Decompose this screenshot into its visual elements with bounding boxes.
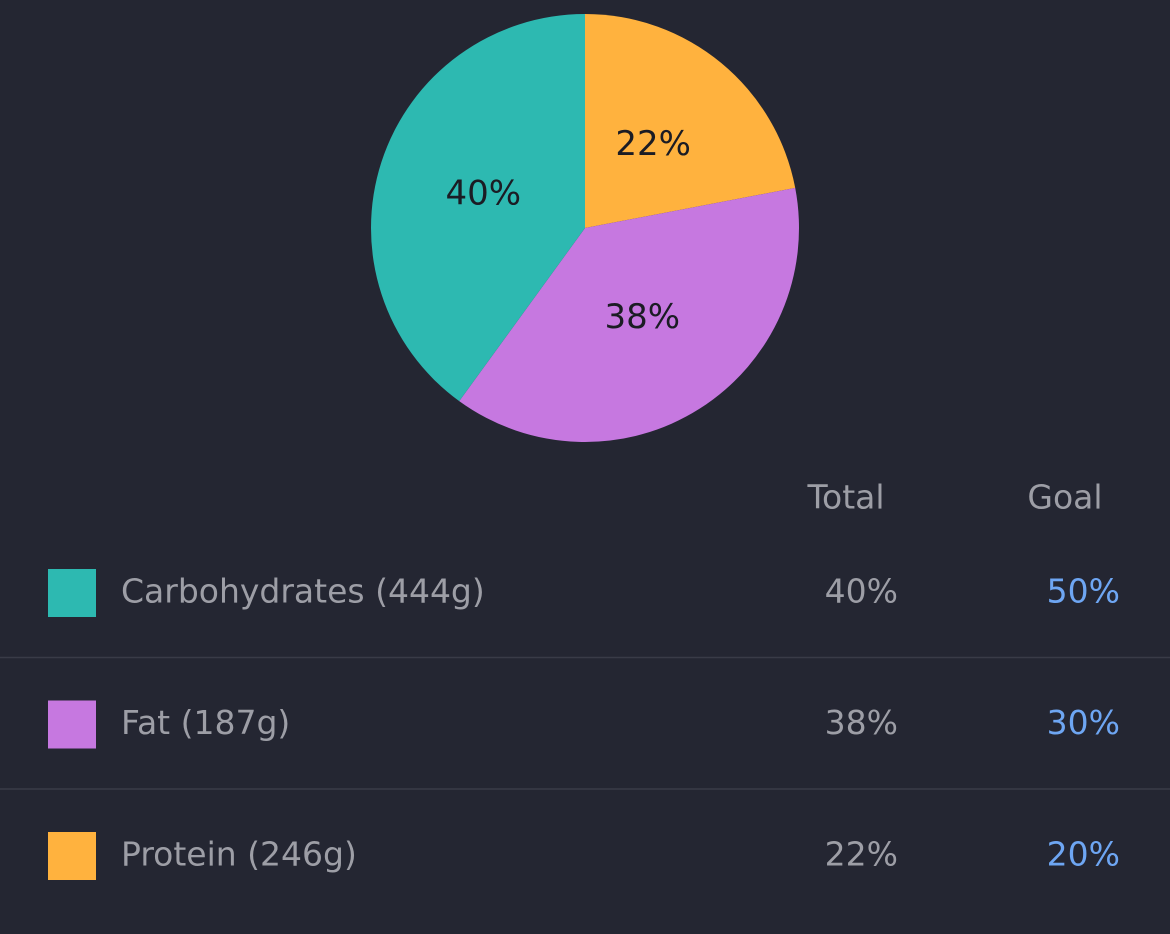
pie-slice [459,187,799,442]
row-label: Protein (246g) [121,835,357,874]
slice-label: 38% [605,297,681,337]
goal-value: 30% [1047,703,1120,742]
row-label: Fat (187g) [121,703,290,742]
row-label: Carbohydrates (444g) [121,572,485,611]
legend-swatch [48,700,96,749]
pie-slice [371,14,585,402]
column-header: Total [806,478,884,517]
macro-table: Total Goal Carbohydrates (444g) 40% 50% Fat (… [0,478,1170,880]
total-value: 38% [825,703,898,742]
slice-label: 40% [445,173,521,213]
goal-value: 50% [1047,572,1120,611]
goal-value: 20% [1047,835,1120,874]
legend-swatch [48,569,96,617]
pie-slice [585,14,796,228]
pie-chart: 22% 38% 40% [371,14,799,442]
column-header: Goal [1027,478,1102,517]
slice-label: 22% [615,124,691,164]
total-value: 40% [825,572,898,611]
total-value: 22% [825,835,898,874]
legend-swatch [48,832,96,880]
